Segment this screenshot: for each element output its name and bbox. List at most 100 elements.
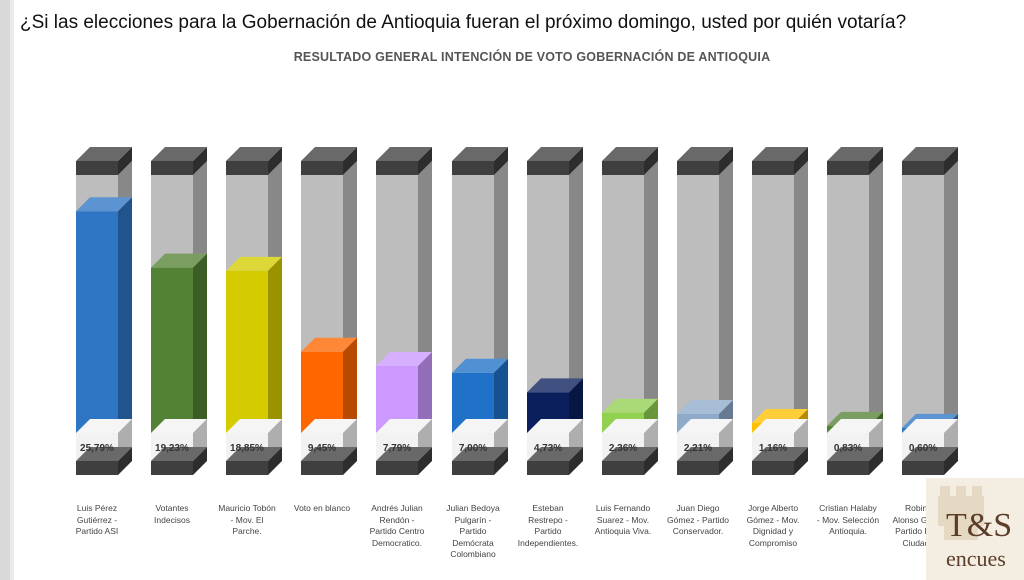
bar-cap-top-top [301,147,357,161]
category-label-line: Robinson [905,503,941,513]
category-label: Andrés Julian Rendón - Partido Centro Democ… [356,503,438,549]
logo-text: T&S [946,507,1012,544]
bar-cap-base [902,447,958,475]
bar-cap-base-front [301,461,343,475]
data-bar-top [527,378,583,393]
bar-cap-top-side [118,147,132,175]
value-label: 2,21% [684,443,712,454]
bar-label-box-top [76,419,132,433]
bar-cap-top [226,147,282,175]
category-label-line: Partido Centro [369,526,425,536]
category-label: Voto en blanco [281,503,363,515]
bar-group: 2,36% [602,147,658,475]
bar-cap-top-side [343,147,357,175]
bar-label-box-top [902,419,958,433]
bar-label-box-top [827,419,883,433]
bar-cap-base-top [76,447,132,461]
bar-column-front [752,175,794,433]
bar-cap-top-top [376,147,432,161]
bar-column [677,161,733,433]
category-label-line: Compromiso [748,537,798,548]
data-bar [301,337,357,433]
bar-cap-base-side [719,447,733,475]
data-bar-front [76,211,118,433]
ts-logo: T&S encues [926,478,1024,580]
left-border-strip [0,0,10,580]
bar-cap-top-front [226,161,268,175]
bar-column [827,161,883,433]
category-label: Jorge Alberto Gómez - Mov. Dignidad y Compr… [732,503,814,549]
data-bar-front [226,270,268,433]
bar-cap-top [376,147,432,175]
category-label-line: Juan Diego [676,503,720,513]
bar-cap-base [527,447,583,475]
category-label-line: Antioquia Viva. [594,526,652,536]
data-bar-front [151,267,193,433]
bar-cap-top-top [527,147,583,161]
bar-cap-base-front [226,461,268,475]
category-label-line: Partido [534,526,562,536]
value-label: 7,00% [459,443,487,454]
bar-cap-top [452,147,508,175]
category-label: Mauricio Tobón - Mov. El Parche. [206,503,288,538]
data-bar-top [151,253,207,268]
category-label-line: Cristian Halaby [819,503,877,513]
bar-cap-top-front [301,161,343,175]
bar-group: 7,00% [452,147,508,475]
data-bar [151,253,207,433]
category-label-line: Ciudadana [902,537,944,548]
category-label-line: Julian Bedoya [446,503,500,513]
data-bar-top [76,197,132,212]
category-label: Esteban Restrepo - Partido Independientes. [507,503,589,549]
bar-cap-base [301,447,357,475]
data-bar-top [452,358,508,373]
bar-cap-top-front [376,161,418,175]
bar-cap-top-front [827,161,869,175]
bar-column-side [794,161,808,433]
category-label-line: Partido [459,526,487,536]
bar-cap-top-top [226,147,282,161]
bar-cap-base-front [752,461,794,475]
bar-cap-base [602,447,658,475]
category-label-line: Suarez - Mov. [596,514,650,525]
bar-cap-base-side [418,447,432,475]
bar-column-side [569,161,583,433]
value-label: 0,83% [834,443,862,454]
bar-label-box-top [226,419,282,433]
bar-cap-top-side [944,147,958,175]
bar-group: 4,73% [527,147,583,475]
bar-group: 2,21% [677,147,733,475]
category-label-line: Votantes [155,503,189,513]
bar-cap-top [752,147,808,175]
data-bar [452,358,508,433]
bar-cap-top-front [452,161,494,175]
data-bar-top [677,399,733,414]
bar-cap-base-top [527,447,583,461]
category-label-line: Rendón - [379,514,415,525]
category-label: Votantes Indecisos [131,503,213,526]
category-label: Juan Diego Gómez - Partido Conservador. [657,503,739,538]
bar-cap-top [151,147,207,175]
category-label-line: Pulgarín - [454,514,492,525]
bar-cap-base-top [902,447,958,461]
data-bar-side [193,253,207,433]
data-bar-side [118,197,132,433]
category-label-line: Democratico. [371,537,423,548]
bar-column-side [644,161,658,433]
bar-cap-top-top [452,147,508,161]
category-label: Robinson Alonso Giraldo - Partido Fuerza Ci… [882,503,964,549]
bar-cap-base-side [794,447,808,475]
value-label: 4,73% [534,443,562,454]
data-bar [76,197,132,433]
data-bar-side [494,358,508,433]
bar-cap-base-top [677,447,733,461]
bar-cap-top-front [752,161,794,175]
category-label: Julian Bedoya Pulgarín - Partido Demócrata C… [432,503,514,561]
value-label: 18,85% [230,443,264,454]
bar-cap-base-side [118,447,132,475]
category-label-line: Parche. [232,526,262,536]
data-bar-side [418,352,432,433]
bar-label-box-top [452,419,508,433]
bar-column-side [719,161,733,433]
bar-cap-base-side [494,447,508,475]
